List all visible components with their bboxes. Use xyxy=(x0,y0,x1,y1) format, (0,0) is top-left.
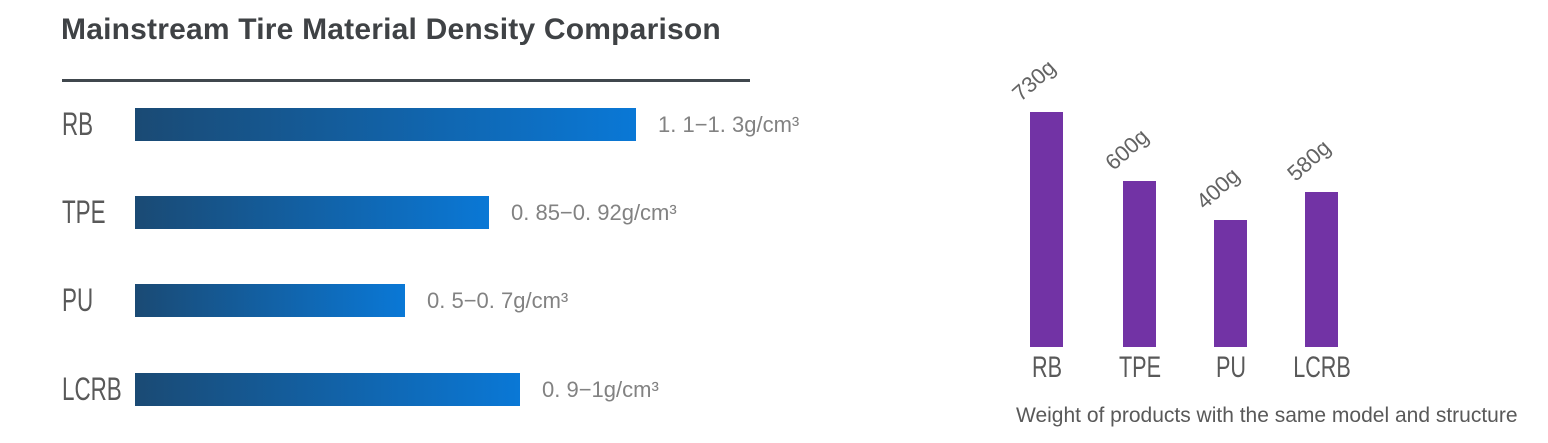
density-bar xyxy=(135,196,489,229)
density-range-value: 1. 1−1. 3g/cm³ xyxy=(658,111,800,137)
density-bar xyxy=(135,373,520,406)
weight-bar xyxy=(1305,192,1338,347)
weight-value-label: 580g xyxy=(1282,134,1336,186)
weight-category-label: LCRB xyxy=(1292,351,1351,384)
density-row: LCRB 0. 9−1g/cm³ xyxy=(62,371,659,407)
density-range-value: 0. 5−0. 7g/cm³ xyxy=(427,287,569,313)
density-row-label: TPE xyxy=(62,194,106,230)
density-row: RB 1. 1−1. 3g/cm³ xyxy=(62,106,800,142)
density-row: PU 0. 5−0. 7g/cm³ xyxy=(62,282,569,318)
weight-value-label: 400g xyxy=(1191,162,1245,214)
density-row: TPE 0. 85−0. 92g/cm³ xyxy=(62,194,677,230)
title-underline xyxy=(62,79,750,82)
chart-caption: Weight of products with the same model a… xyxy=(1016,404,1518,427)
density-range-value: 0. 85−0. 92g/cm³ xyxy=(511,199,677,225)
density-row-label: LCRB xyxy=(62,371,122,407)
page-title: Mainstream Tire Material Density Compari… xyxy=(61,13,721,46)
density-bar xyxy=(135,108,636,141)
density-bar xyxy=(135,284,405,317)
weight-bar xyxy=(1123,181,1156,347)
weight-bar xyxy=(1214,220,1247,347)
weight-value-label: 730g xyxy=(1007,54,1061,106)
density-row-label: PU xyxy=(62,282,94,318)
weight-category-label: PU xyxy=(1215,351,1246,384)
weight-category-label: TPE xyxy=(1118,351,1161,384)
density-row-label: RB xyxy=(62,106,94,142)
density-range-value: 0. 9−1g/cm³ xyxy=(542,376,659,402)
weight-category-label: RB xyxy=(1031,351,1062,384)
weight-value-label: 600g xyxy=(1100,123,1154,175)
weight-bar xyxy=(1030,112,1063,347)
